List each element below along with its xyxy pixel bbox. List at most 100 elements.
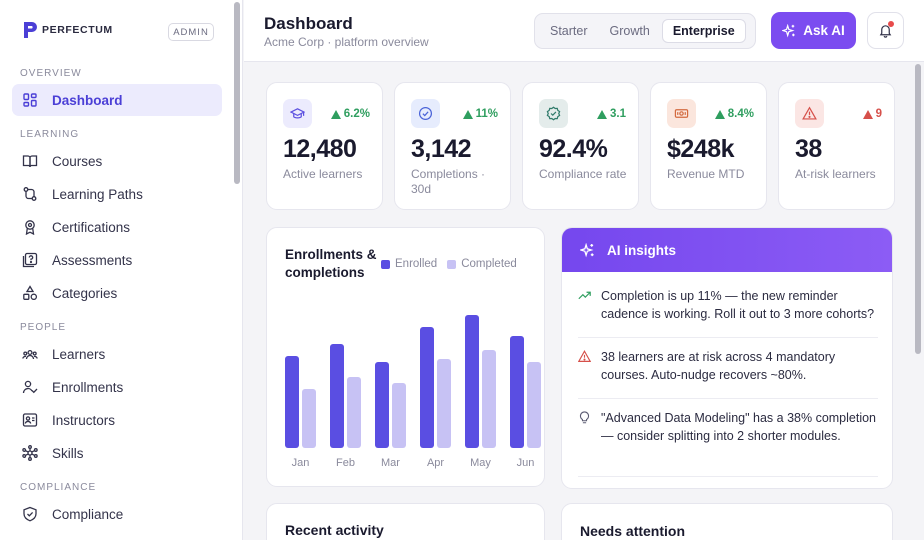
x-tick-label: Jun <box>517 457 535 469</box>
shapes-icon <box>23 285 38 301</box>
network-icon <box>22 445 38 461</box>
warning-icon <box>802 106 817 120</box>
bar-enrolled-apr[interactable] <box>420 327 434 448</box>
bar-enrolled-jan[interactable] <box>285 356 299 448</box>
kpi-label: Revenue MTD <box>667 167 745 181</box>
bar-completed-jun[interactable] <box>527 362 541 448</box>
sidebar-item-label: Categories <box>52 285 118 301</box>
sidebar-item-certifications[interactable]: Certifications <box>12 211 222 243</box>
kpi-value: 12,480 <box>283 135 357 163</box>
kpi-delta: 9 <box>862 108 882 120</box>
notifications-button[interactable] <box>867 12 904 49</box>
sidebar-item-learners[interactable]: Learners <box>12 338 222 370</box>
kpi-delta-value: 8.4% <box>727 108 754 120</box>
sidebar-item-label: Assessments <box>52 252 133 268</box>
chart-title: Enrollments & completions <box>285 247 377 280</box>
delta-up-icon <box>597 109 607 119</box>
ask-ai-button[interactable]: Ask AI <box>771 12 856 49</box>
bar-completed-apr[interactable] <box>437 359 451 448</box>
kpi-card[interactable]: 11% 3,142 Completions · 30d <box>394 82 511 210</box>
plan-option-starter[interactable]: Starter <box>550 24 588 38</box>
bar-completed-feb[interactable] <box>347 377 361 448</box>
legend-label: Completed <box>461 258 517 270</box>
insight-text: 38 learners are at risk across 4 mandato… <box>601 350 836 382</box>
kpi-value: 3,142 <box>411 135 472 163</box>
x-tick-label: Jan <box>292 457 310 469</box>
kpi-icon-box <box>411 99 440 128</box>
kpi-card[interactable]: 8.4% $248k Revenue MTD <box>650 82 767 210</box>
lightbulb-icon <box>579 411 590 424</box>
warning-icon <box>578 350 591 362</box>
sidebar-item-skills[interactable]: Skills <box>12 437 222 469</box>
x-tick-label: Mar <box>381 457 400 469</box>
legend-label: Enrolled <box>395 258 438 270</box>
sidebar-item-label: Compliance <box>52 506 124 522</box>
insight-item[interactable]: "Advanced Data Modeling" has a 38% compl… <box>578 409 878 445</box>
divider <box>578 476 878 477</box>
sidebar-item-learning-paths[interactable]: Learning Paths <box>12 178 222 210</box>
trend-up-icon <box>578 291 591 300</box>
sidebar-item-enrollments[interactable]: Enrollments <box>12 371 222 403</box>
kpi-icon-box <box>539 99 568 128</box>
award-icon <box>25 220 35 235</box>
ai-insights-header: AI insights <box>562 228 892 272</box>
recent-activity-title: Recent activity <box>285 522 384 538</box>
bar-completed-may[interactable] <box>482 350 496 448</box>
kpi-label: At-risk learners <box>795 167 876 181</box>
section-label-compliance: COMPLIANCE <box>20 482 97 493</box>
sidebar-item-label: Courses <box>52 153 103 169</box>
brand[interactable]: PERFECTUM <box>22 20 113 40</box>
kpi-icon-box <box>667 99 696 128</box>
sidebar-item-label: Learners <box>52 346 106 362</box>
ask-ai-label: Ask AI <box>803 23 845 38</box>
kpi-icon-box <box>795 99 824 128</box>
delta-up-icon <box>714 109 725 119</box>
bar-enrolled-jun[interactable] <box>510 336 524 448</box>
bar-completed-jan[interactable] <box>302 389 316 448</box>
sidebar-item-label: Dashboard <box>52 92 123 108</box>
kpi-value: 38 <box>795 135 822 163</box>
main-scrollbar[interactable] <box>915 64 921 354</box>
kpi-value: $248k <box>667 135 735 163</box>
plan-option-enterprise[interactable]: Enterprise <box>661 19 746 43</box>
kpi-icon-box <box>283 99 312 128</box>
sidebar-item-categories[interactable]: Categories <box>12 277 222 309</box>
sidebar-item-label: Enrollments <box>52 379 124 395</box>
sidebar-item-dashboard[interactable]: Dashboard <box>12 84 222 116</box>
sidebar-item-courses[interactable]: Courses <box>12 145 222 177</box>
chart-legend: Enrolled Completed <box>381 258 517 270</box>
sidebar-item-compliance[interactable]: Compliance <box>12 498 222 530</box>
plan-option-growth[interactable]: Growth <box>609 24 650 38</box>
perfectum-logo-icon <box>24 22 37 38</box>
kpi-delta: 8.4% <box>714 108 754 120</box>
kpi-value: 92.4% <box>539 135 608 163</box>
presenter-icon <box>22 413 38 427</box>
sparkle-icon <box>782 23 795 37</box>
section-label-overview: OVERVIEW <box>20 68 82 79</box>
recent-activity-card: Recent activity <box>266 503 545 540</box>
bar-completed-mar[interactable] <box>392 383 406 448</box>
x-tick-label: May <box>470 457 491 469</box>
x-tick-label: Feb <box>336 457 355 469</box>
bar-enrolled-feb[interactable] <box>330 344 344 448</box>
legend-swatch-enrolled <box>381 259 390 269</box>
bar-enrolled-may[interactable] <box>465 315 479 448</box>
kpi-delta-value: 6.2% <box>343 108 370 120</box>
kpi-delta-value: 9 <box>875 108 882 120</box>
banknote-icon <box>674 109 689 118</box>
path-icon <box>23 187 37 201</box>
bar-enrolled-mar[interactable] <box>375 362 389 448</box>
insight-item[interactable]: 38 learners are at risk across 4 mandato… <box>578 348 878 384</box>
users-icon <box>22 349 38 360</box>
kpi-card[interactable]: 9 38 At-risk learners <box>778 82 895 210</box>
bell-icon <box>879 25 892 38</box>
sidebar-scrollbar[interactable] <box>234 2 240 184</box>
kpi-card[interactable]: 6.2% 12,480 Active learners <box>266 82 383 210</box>
kpi-card[interactable]: 3.1 92.4% Compliance rate <box>522 82 639 210</box>
admin-badge: ADMIN <box>168 23 214 41</box>
sidebar-item-label: Certifications <box>52 219 131 235</box>
sidebar-item-instructors[interactable]: Instructors <box>12 404 222 436</box>
enrollments-chart-card: Enrollments & completions Enrolled Compl… <box>266 227 545 487</box>
insight-item[interactable]: Completion is up 11% — the new reminder … <box>578 287 878 323</box>
sidebar-item-assessments[interactable]: Assessments <box>12 244 222 276</box>
